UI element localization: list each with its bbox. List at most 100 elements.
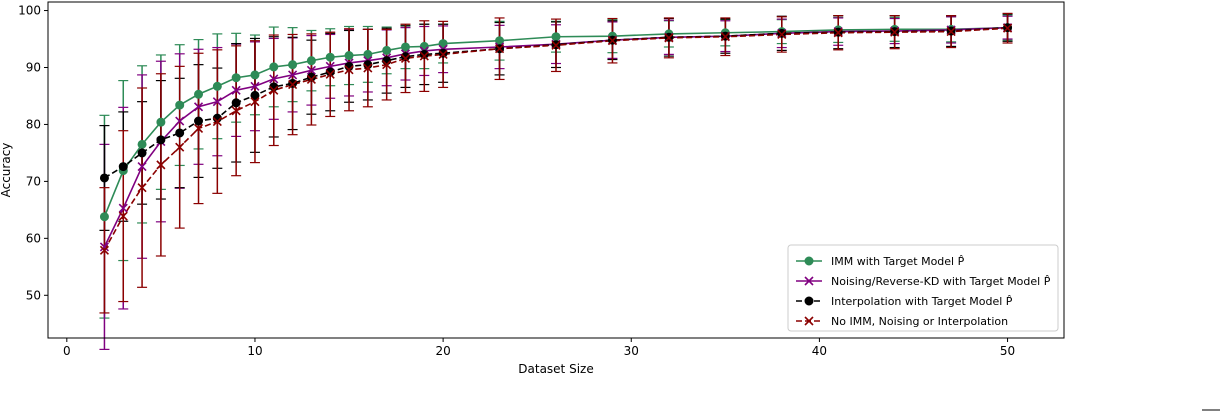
data-point — [363, 49, 373, 59]
data-point — [99, 242, 110, 252]
data-point — [193, 102, 204, 112]
data-point — [99, 173, 109, 183]
x-tick-label: 30 — [624, 344, 639, 358]
y-tick-label: 60 — [26, 231, 41, 245]
data-point — [400, 53, 411, 63]
x-tick-label: 10 — [247, 344, 262, 358]
data-point — [118, 203, 128, 213]
legend-box — [787, 244, 1059, 332]
data-point — [250, 81, 260, 91]
plot-area-frame — [47, 1, 1065, 339]
data-point — [250, 70, 260, 80]
data-point — [212, 81, 222, 91]
data-point — [137, 148, 147, 158]
data-point — [306, 74, 316, 85]
legend-label: Interpolation with Target Model P̂ — [831, 295, 1013, 308]
data-point — [288, 70, 298, 80]
data-point — [156, 135, 166, 145]
data-point — [382, 60, 392, 70]
data-point — [344, 65, 354, 75]
data-point — [363, 63, 373, 73]
data-point — [269, 62, 279, 72]
data-point — [325, 67, 335, 77]
data-point — [269, 74, 279, 84]
markers-no-imm-noising-or-interpolation — [99, 23, 1013, 255]
data-point — [250, 90, 260, 100]
data-point — [833, 28, 843, 38]
legend-label: Noising/Reverse-KD with Target Model P̂ — [831, 275, 1051, 288]
data-point — [890, 27, 900, 37]
data-point — [288, 80, 298, 90]
y-tick-label: 70 — [26, 174, 41, 188]
data-point — [325, 52, 335, 62]
data-point — [664, 33, 674, 43]
data-point — [231, 73, 241, 83]
data-point — [231, 98, 241, 108]
y-tick-label: 100 — [18, 4, 41, 18]
data-point — [269, 85, 279, 95]
data-point — [212, 117, 222, 127]
legend-item: No IMM, Noising or Interpolation — [796, 315, 1008, 328]
data-point — [551, 40, 561, 50]
data-point — [382, 56, 392, 66]
data-point — [1002, 23, 1013, 33]
data-point — [382, 45, 392, 55]
data-point — [118, 162, 128, 172]
data-point — [99, 245, 110, 255]
data-point — [720, 32, 730, 42]
data-point — [194, 116, 204, 126]
x-tick-label: 20 — [435, 344, 450, 358]
data-point — [156, 160, 166, 170]
legend-item: IMM with Target Model P̂ — [796, 255, 965, 268]
data-point — [99, 212, 109, 222]
data-point — [175, 128, 185, 138]
data-point — [438, 39, 448, 49]
markers-interpolation-with-target-model — [99, 23, 1013, 183]
y-tick-label: 90 — [26, 60, 41, 74]
data-point — [438, 49, 448, 59]
data-point — [231, 106, 241, 116]
series-markers — [99, 23, 1013, 255]
data-point — [212, 97, 222, 107]
legend-label: IMM with Target Model P̂ — [831, 255, 965, 268]
data-point — [137, 183, 147, 193]
data-point — [137, 162, 147, 172]
data-point — [306, 65, 316, 75]
data-point — [494, 44, 505, 54]
data-point — [344, 51, 354, 61]
data-point — [325, 69, 335, 79]
x-tick-label: 50 — [1000, 344, 1015, 358]
data-point — [288, 78, 298, 88]
legend-marker — [804, 296, 814, 306]
data-point — [156, 117, 166, 127]
data-point — [193, 123, 204, 133]
data-point — [194, 89, 204, 99]
data-point — [419, 49, 429, 59]
data-point — [777, 28, 787, 38]
y-axis-ticks: 50 60 70 80 90 100 — [18, 4, 48, 302]
y-tick-label: 80 — [26, 117, 41, 131]
x-axis-ticks: 0 10 20 30 40 50 — [63, 338, 1015, 358]
data-point — [175, 142, 185, 152]
data-point — [137, 139, 147, 149]
data-point — [175, 100, 185, 110]
y-tick-label: 50 — [26, 288, 41, 302]
legend-item: Interpolation with Target Model P̂ — [796, 295, 1013, 308]
data-point — [118, 211, 128, 221]
x-axis-label: Dataset Size — [518, 362, 593, 376]
data-point — [551, 32, 561, 42]
data-point — [438, 48, 448, 58]
data-point — [400, 52, 410, 62]
data-point — [607, 36, 618, 46]
data-point — [288, 60, 298, 70]
legend-item: Noising/Reverse-KD with Target Model P̂ — [796, 275, 1051, 288]
data-point — [400, 42, 410, 52]
data-point — [946, 27, 956, 37]
x-tick-label: 0 — [63, 344, 71, 358]
x-tick-label: 40 — [812, 344, 827, 358]
data-point — [306, 56, 316, 66]
data-point — [777, 29, 787, 40]
data-point — [231, 85, 241, 95]
data-point — [250, 97, 260, 107]
